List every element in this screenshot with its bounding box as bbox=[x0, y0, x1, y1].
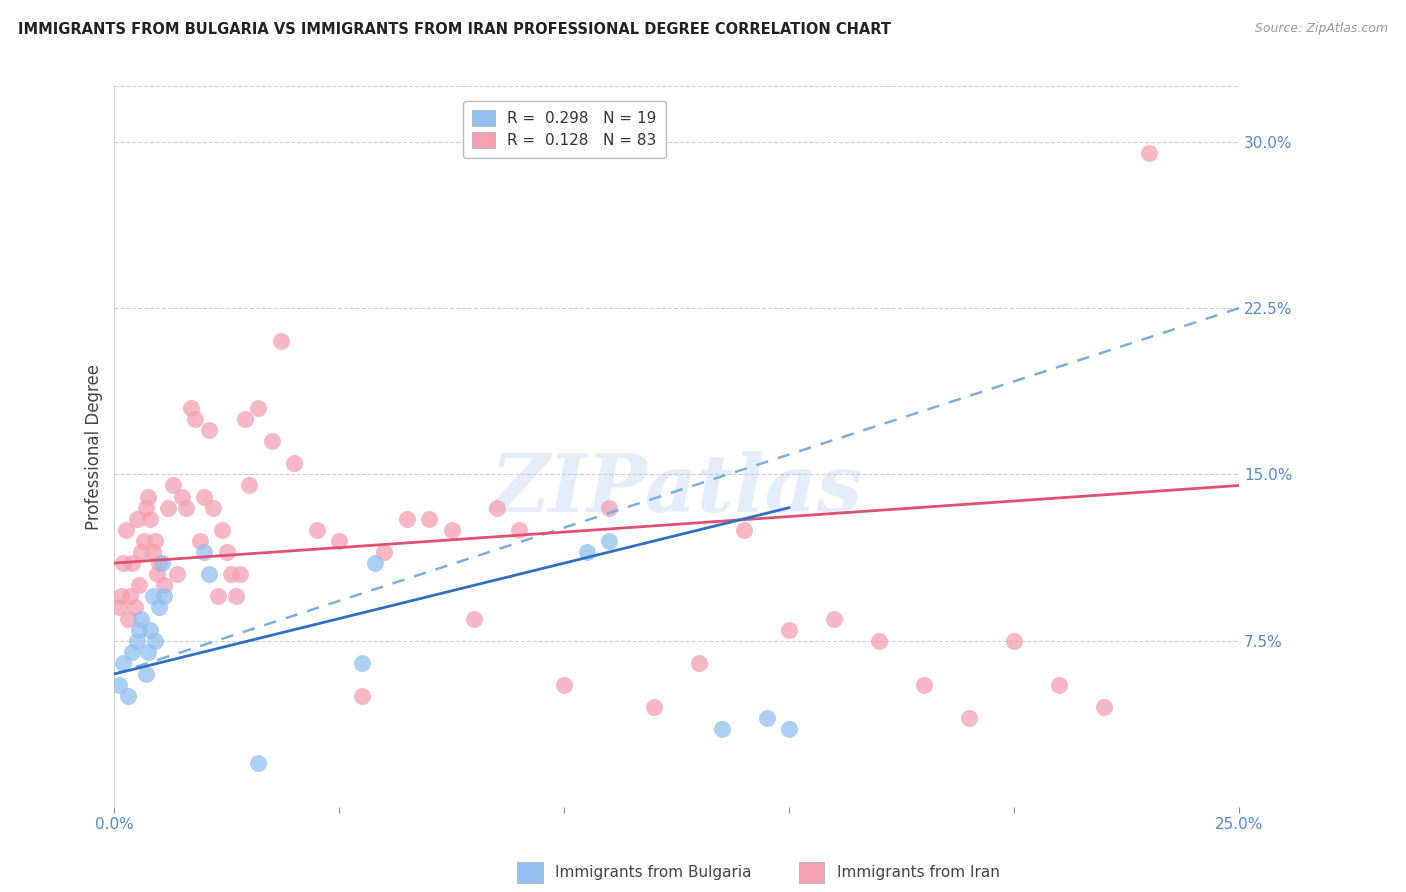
Point bbox=[207, 590, 229, 604]
Point bbox=[198, 567, 221, 582]
Point bbox=[128, 578, 150, 592]
Point bbox=[142, 590, 165, 604]
Point bbox=[440, 523, 463, 537]
Point bbox=[135, 500, 157, 515]
Point bbox=[463, 611, 485, 625]
Point bbox=[247, 401, 270, 415]
Point bbox=[125, 633, 148, 648]
Point bbox=[121, 556, 143, 570]
Text: Source: ZipAtlas.com: Source: ZipAtlas.com bbox=[1254, 22, 1388, 36]
Point bbox=[193, 545, 215, 559]
Point bbox=[153, 578, 176, 592]
Point bbox=[229, 567, 252, 582]
Point bbox=[193, 490, 215, 504]
Point bbox=[166, 567, 188, 582]
Point bbox=[121, 645, 143, 659]
Point bbox=[136, 490, 159, 504]
Point bbox=[112, 556, 135, 570]
Point bbox=[395, 512, 418, 526]
Point bbox=[148, 600, 170, 615]
Point bbox=[211, 523, 233, 537]
Point bbox=[823, 611, 845, 625]
Point bbox=[142, 545, 165, 559]
Point bbox=[233, 412, 256, 426]
Point bbox=[598, 533, 620, 548]
Text: ZIPatlas: ZIPatlas bbox=[491, 451, 863, 529]
Point bbox=[1092, 700, 1115, 714]
Point bbox=[221, 567, 243, 582]
Legend: R =  0.298   N = 19, R =  0.128   N = 83: R = 0.298 N = 19, R = 0.128 N = 83 bbox=[463, 101, 666, 158]
Point bbox=[957, 711, 980, 725]
Point bbox=[688, 656, 710, 670]
Point bbox=[157, 500, 180, 515]
Point bbox=[733, 523, 755, 537]
Point bbox=[328, 533, 350, 548]
Point bbox=[139, 623, 162, 637]
Point bbox=[180, 401, 202, 415]
Point bbox=[247, 756, 270, 770]
Point bbox=[139, 512, 162, 526]
Point bbox=[132, 533, 155, 548]
Point bbox=[143, 633, 166, 648]
Point bbox=[1137, 145, 1160, 160]
Point bbox=[643, 700, 665, 714]
Point bbox=[131, 545, 153, 559]
Point bbox=[124, 600, 146, 615]
Point bbox=[868, 633, 890, 648]
Point bbox=[131, 611, 153, 625]
Point bbox=[238, 478, 260, 492]
Point bbox=[225, 590, 247, 604]
Point bbox=[350, 656, 373, 670]
Point bbox=[117, 611, 139, 625]
Point bbox=[283, 456, 305, 470]
Point bbox=[162, 478, 184, 492]
Point bbox=[125, 512, 148, 526]
Text: IMMIGRANTS FROM BULGARIA VS IMMIGRANTS FROM IRAN PROFESSIONAL DEGREE CORRELATION: IMMIGRANTS FROM BULGARIA VS IMMIGRANTS F… bbox=[18, 22, 891, 37]
Point bbox=[778, 723, 800, 737]
Point bbox=[184, 412, 207, 426]
Point bbox=[912, 678, 935, 692]
Text: Immigrants from Iran: Immigrants from Iran bbox=[837, 865, 1000, 880]
Y-axis label: Professional Degree: Professional Degree bbox=[86, 364, 103, 530]
Point bbox=[418, 512, 440, 526]
Point bbox=[553, 678, 575, 692]
Point bbox=[170, 490, 193, 504]
Point bbox=[108, 678, 131, 692]
Point bbox=[305, 523, 328, 537]
Point bbox=[373, 545, 395, 559]
Point bbox=[198, 423, 221, 437]
Point bbox=[215, 545, 238, 559]
Point bbox=[508, 523, 530, 537]
Point bbox=[128, 623, 150, 637]
Point bbox=[120, 590, 142, 604]
Point bbox=[260, 434, 283, 449]
Point bbox=[1047, 678, 1070, 692]
Point bbox=[114, 523, 136, 537]
Point bbox=[710, 723, 733, 737]
Point bbox=[148, 556, 170, 570]
Point bbox=[110, 590, 132, 604]
Text: Immigrants from Bulgaria: Immigrants from Bulgaria bbox=[555, 865, 752, 880]
Point bbox=[146, 567, 169, 582]
Point bbox=[135, 667, 157, 681]
Point bbox=[350, 689, 373, 703]
Point bbox=[143, 533, 166, 548]
Point bbox=[1002, 633, 1025, 648]
Point bbox=[150, 556, 173, 570]
Point bbox=[136, 645, 159, 659]
Point bbox=[202, 500, 225, 515]
Point bbox=[112, 656, 135, 670]
Point bbox=[485, 500, 508, 515]
Point bbox=[108, 600, 131, 615]
Point bbox=[176, 500, 198, 515]
Point bbox=[575, 545, 598, 559]
Point bbox=[778, 623, 800, 637]
Point bbox=[598, 500, 620, 515]
Point bbox=[755, 711, 778, 725]
Point bbox=[270, 334, 292, 349]
Point bbox=[364, 556, 387, 570]
Point bbox=[188, 533, 211, 548]
Point bbox=[153, 590, 176, 604]
Point bbox=[117, 689, 139, 703]
